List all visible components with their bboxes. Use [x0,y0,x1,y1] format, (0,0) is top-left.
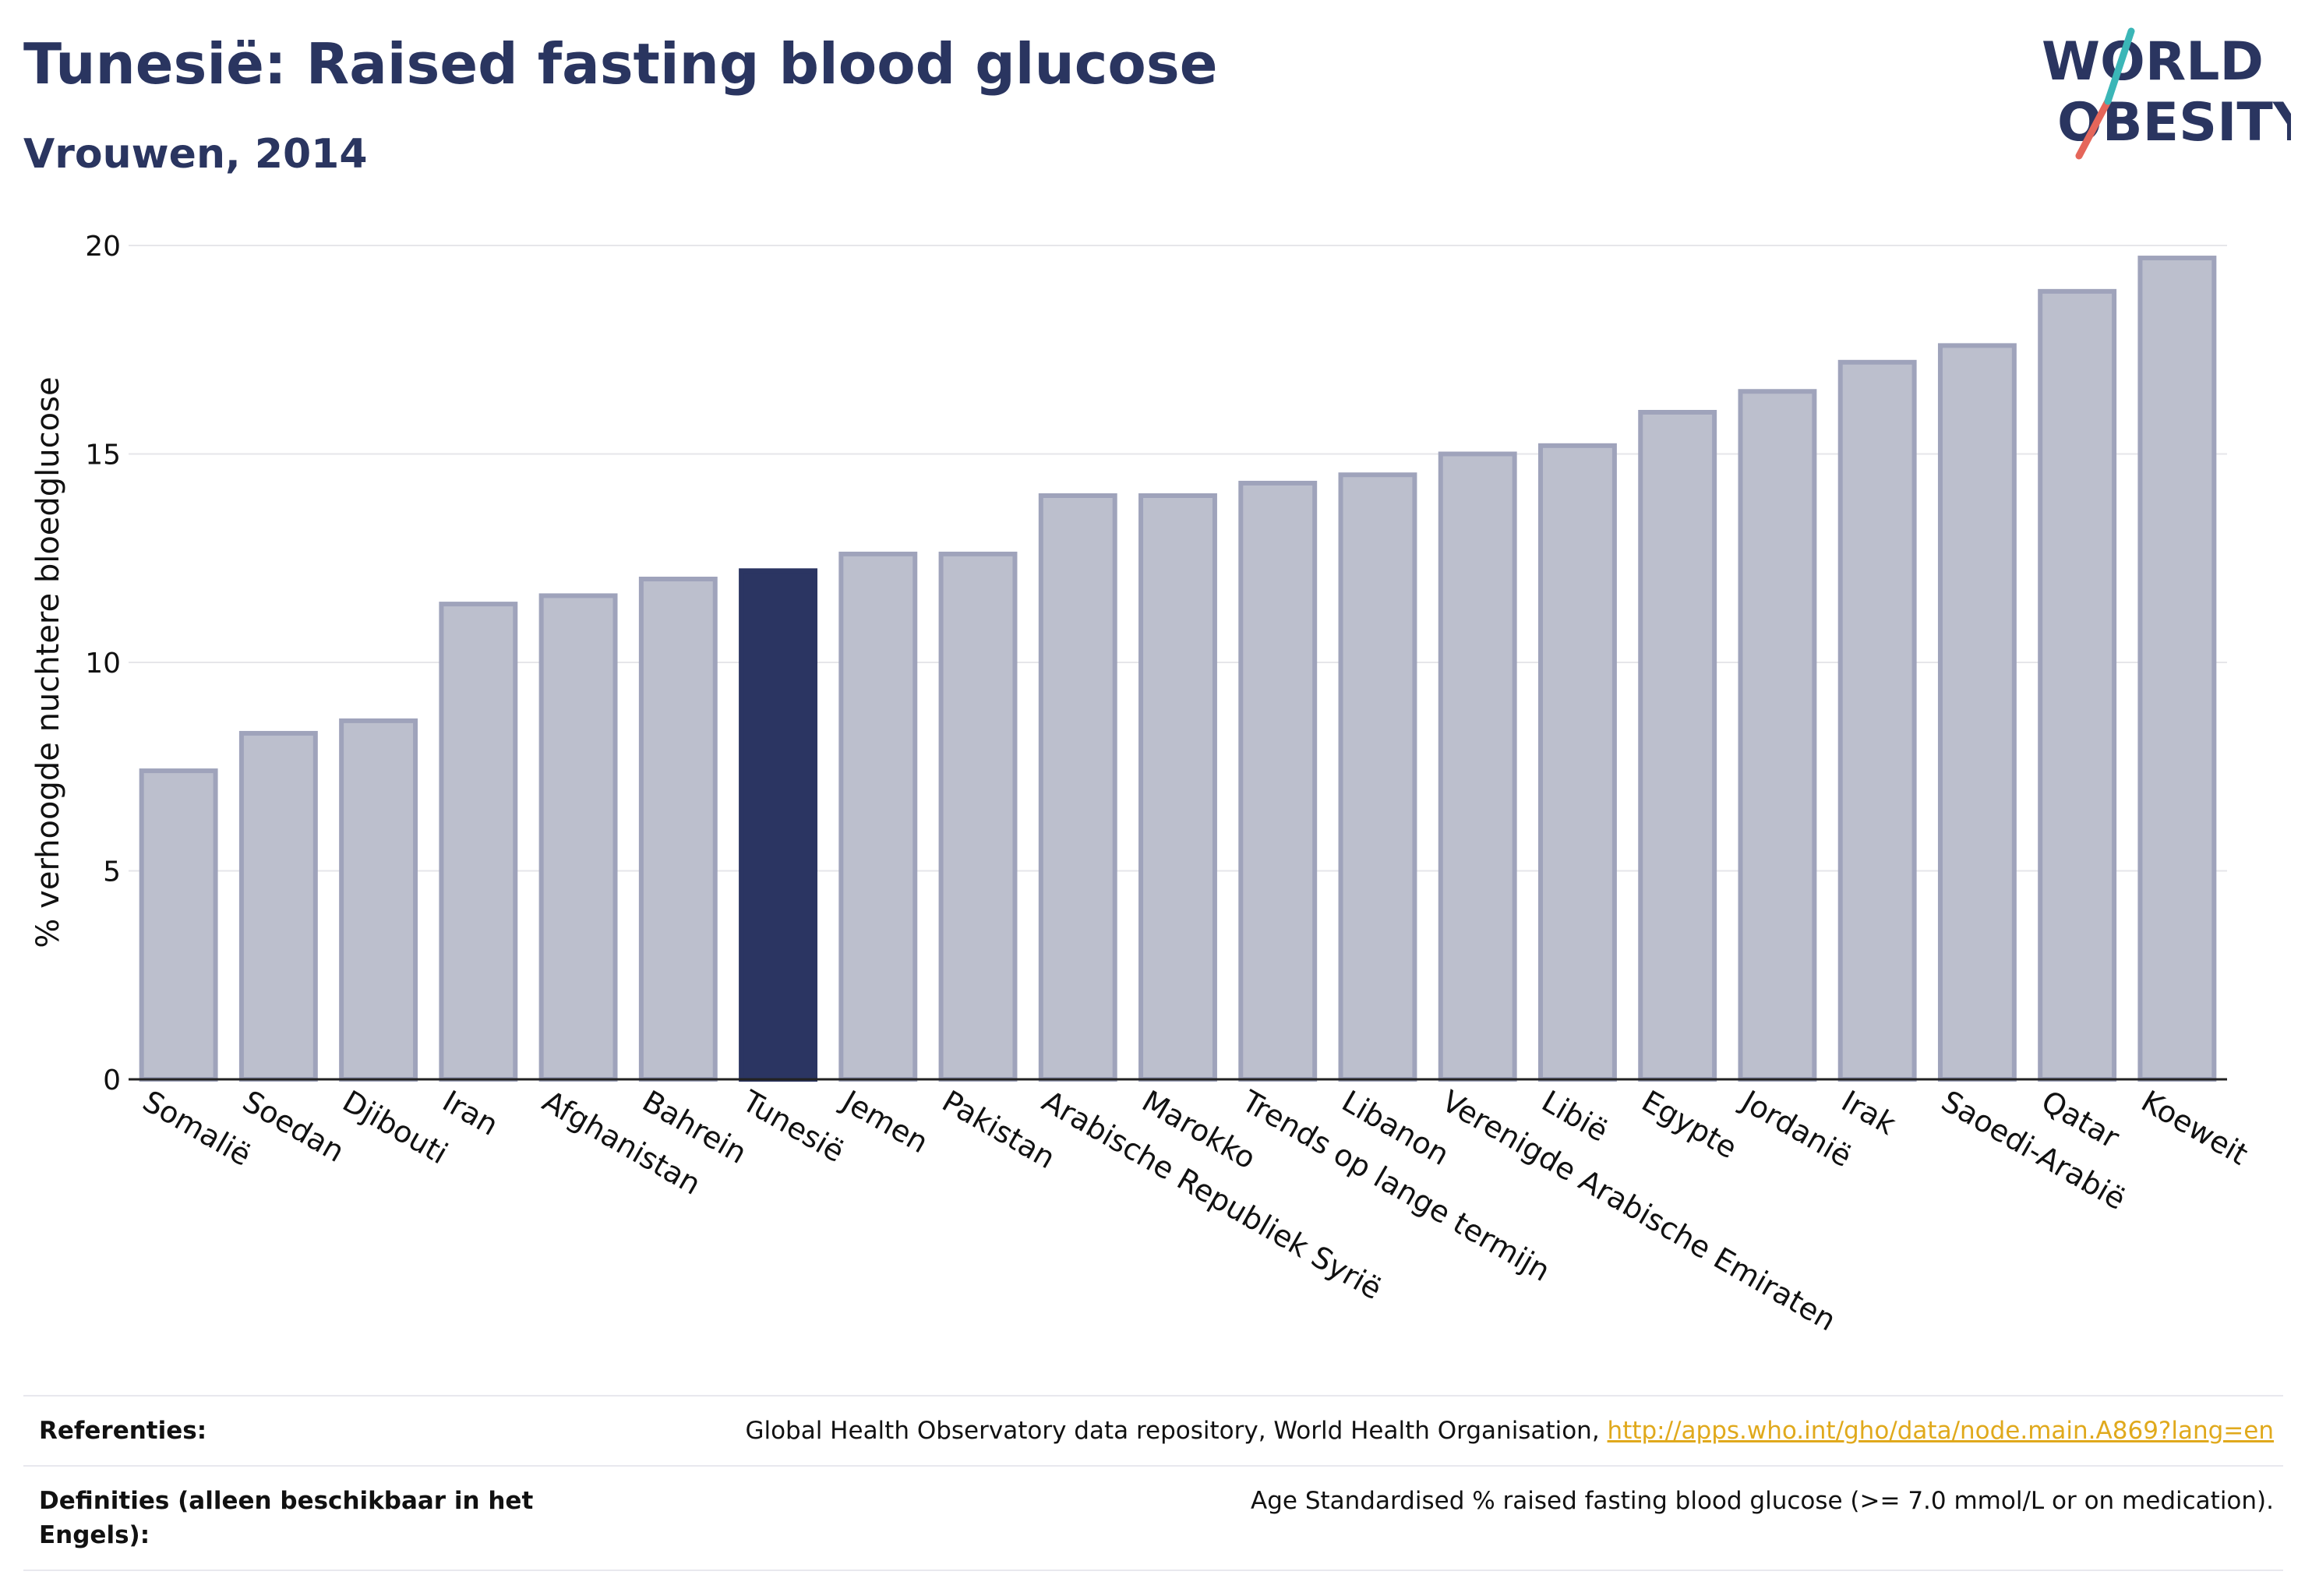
world-obesity-logo: WORLD OBESITY [2042,27,2291,160]
definitions-key: Definities (alleen beschikbaar in het En… [39,1487,534,1549]
bar-pakistan [938,551,1018,1082]
references-row: Referenties: Global Health Observatory d… [23,1395,2283,1465]
bar-somali- [139,768,218,1082]
y-tick-label: 10 [85,648,121,680]
y-axis-ticks: 0 5 10 15 20 [85,231,121,1096]
bar-irak [1837,359,1917,1082]
y-tick-label: 15 [85,440,121,471]
bar-bahrein [638,577,718,1082]
bar-tunesi- [739,568,817,1082]
x-tick-label: Jordanië [1735,1083,1858,1174]
bars [139,256,2217,1082]
y-tick-label: 20 [85,231,121,263]
x-tick-label: Pakistan [937,1084,1061,1176]
x-tick-label: Soedan [237,1084,350,1169]
bar-iran [439,602,518,1082]
definitions-row: Definities (alleen beschikbaar in het En… [23,1465,2283,1571]
x-tick-label: Irak [1836,1084,1901,1142]
bar-arabische-republiek-syri- [1038,493,1117,1082]
y-tick-label: 0 [103,1065,121,1096]
bar-libi- [1538,443,1617,1082]
x-tick-label: Jemen [835,1083,934,1160]
logo-slash-red [2075,97,2112,160]
bar-saoedi-arabi- [1937,343,2017,1082]
references-text: Global Health Observatory data repositor… [745,1417,1608,1445]
chart-subtitle: Vrouwen, 2014 [23,131,368,178]
x-tick-label: Egypte [1636,1084,1742,1166]
references-table: Referenties: Global Health Observatory d… [23,1395,2283,1571]
references-value: Global Health Observatory data repositor… [745,1414,2274,1448]
references-key: Referenties: [39,1417,207,1445]
bar-jemen [838,551,918,1082]
references-link[interactable]: http://apps.who.int/gho/data/node.main.A… [1607,1417,2274,1445]
bar-afghanistan [538,593,618,1082]
x-tick-label: Koeweit [2136,1084,2254,1172]
y-axis-label: % verhoogde nuchtere bloedglucose [30,376,66,948]
bar-djibouti [339,718,418,1082]
x-tick-label: Djibouti [337,1084,454,1171]
logo-line1: WORLD [2042,31,2264,93]
bar-egypte [1638,410,1717,1082]
bar-soedan [238,730,318,1082]
bar-jordani- [1738,389,1817,1082]
bar-qatar [2038,288,2117,1082]
definitions-value: Age Standardised % raised fasting blood … [1251,1487,2274,1515]
bar-marokko [1138,493,1217,1082]
bar-verenigde-arabische-emiraten [1438,451,1517,1082]
x-tick-label: Iran [437,1084,504,1142]
y-tick-label: 5 [103,856,121,888]
bar-koeweit [2137,256,2217,1082]
x-tick-label: Somalië [137,1084,257,1173]
logo-slash-teal [2104,27,2135,105]
bar-trends-op-lange-termijn [1238,480,1318,1082]
chart-title: Tunesië: Raised fasting blood glucose [23,31,1218,97]
x-tick-label: Tunesië [736,1083,849,1169]
bar-libanon [1338,472,1417,1082]
